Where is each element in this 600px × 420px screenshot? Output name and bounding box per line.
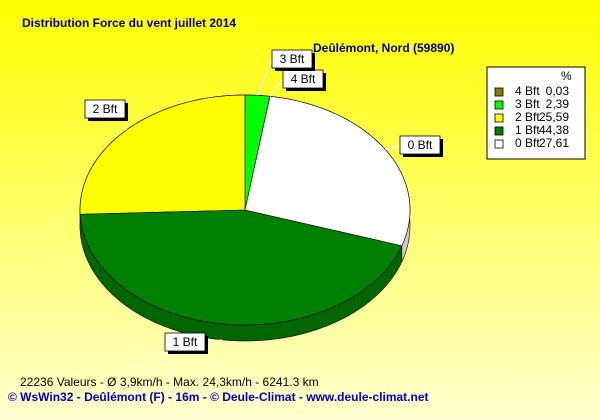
legend-label: 4 Bft bbox=[515, 84, 540, 98]
legend-label: 0 Bft bbox=[515, 136, 540, 150]
slice-label: 3 Bft bbox=[280, 52, 305, 66]
label-box bbox=[271, 49, 313, 69]
leader-line bbox=[385, 144, 401, 151]
legend-value: 0,03 bbox=[546, 84, 570, 98]
legend-value: 25,59 bbox=[539, 110, 569, 124]
slice-label: 2 Bft bbox=[93, 102, 118, 116]
legend-label: 2 Bft bbox=[515, 110, 540, 124]
summary-text: 22236 Valeurs - Ø 3,9km/h - Max. 24,3km/… bbox=[20, 375, 319, 389]
legend-swatch bbox=[494, 113, 504, 123]
legend-value: 27,61 bbox=[539, 136, 569, 150]
slice-label: 4 Bft bbox=[291, 72, 316, 86]
label-box bbox=[399, 135, 441, 155]
legend-swatch bbox=[494, 87, 504, 97]
label-box bbox=[164, 332, 206, 352]
credit-text: © WsWin32 - Deûlémont (F) - 16m - © Deul… bbox=[8, 390, 429, 404]
legend-swatch bbox=[494, 139, 504, 149]
label-box bbox=[84, 99, 126, 119]
slice-top bbox=[79, 94, 246, 215]
legend-swatch bbox=[494, 100, 504, 110]
legend-label: 3 Bft bbox=[515, 97, 540, 111]
slice-label: 0 Bft bbox=[408, 138, 433, 152]
chart-title: Distribution Force du vent juillet 2014 bbox=[22, 16, 236, 30]
slice-label: 1 Bft bbox=[173, 335, 198, 349]
leader-line bbox=[269, 78, 284, 97]
legend-value: 44,38 bbox=[539, 123, 569, 137]
legend-title: % bbox=[561, 69, 572, 83]
chart-subtitle: Deûlémont, Nord (59890) bbox=[313, 41, 454, 55]
legend-swatch bbox=[494, 126, 504, 136]
leader-line bbox=[256, 58, 273, 96]
slice-top bbox=[79, 209, 403, 326]
pie-slice bbox=[244, 95, 411, 262]
legend-label: 1 Bft bbox=[515, 123, 540, 137]
legend-value: 2,39 bbox=[546, 97, 570, 111]
slice-top bbox=[244, 95, 411, 247]
